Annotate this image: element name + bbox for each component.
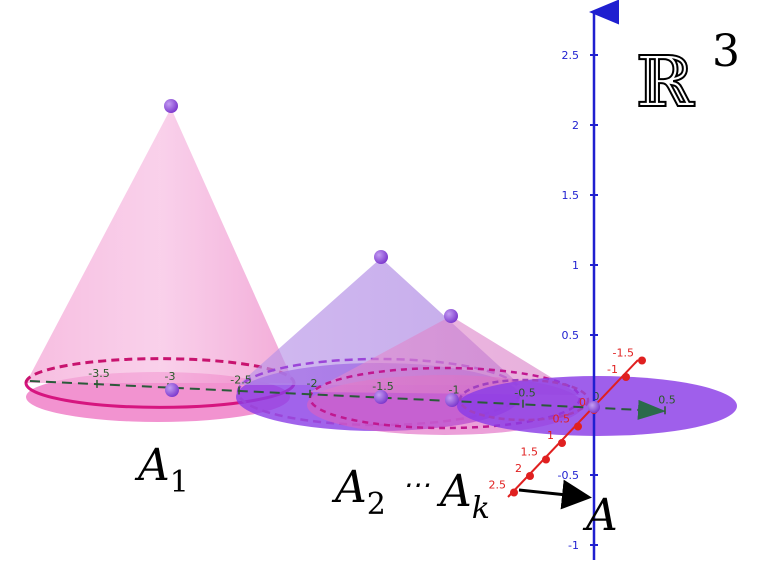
depth-tick-mark bbox=[622, 373, 630, 381]
depth-tick-label: 1.5 bbox=[521, 446, 539, 459]
cone-a1 bbox=[24, 108, 296, 422]
cone-a3-surface bbox=[310, 316, 580, 395]
depth-tick-mark bbox=[638, 356, 646, 365]
horizontal-tick-label: -2 bbox=[307, 377, 318, 390]
points bbox=[164, 99, 600, 413]
label-a1: A1 bbox=[134, 440, 189, 500]
vertical-tick-label: -0.5 bbox=[558, 469, 579, 482]
space-label-exponent: 3 bbox=[712, 26, 740, 77]
vertical-tick-label: 2 bbox=[572, 119, 579, 132]
depth-tick-mark bbox=[526, 472, 534, 480]
depth-tick-label: 0.5 bbox=[553, 413, 571, 426]
cone-a1-surface bbox=[26, 108, 294, 383]
depth-tick-label: 1 bbox=[547, 429, 554, 442]
horizontal-axis: -3.5 -3 -2.5 -2 -1.5 -1 -0.5 0 0.5 bbox=[29, 367, 676, 420]
center-a1 bbox=[165, 383, 179, 397]
depth-tick-mark bbox=[574, 422, 582, 431]
depth-tick-mark bbox=[558, 439, 566, 447]
depth-tick-label: -1 bbox=[607, 363, 618, 376]
vertical-tick-label: 0.5 bbox=[562, 329, 580, 342]
horizontal-tick-label: 0.5 bbox=[658, 393, 676, 406]
label-ak: Ak bbox=[436, 466, 490, 526]
vertical-tick-label: -1 bbox=[568, 539, 579, 552]
depth-axis: 2.5 2 1.5 1 0.5 0 -1 -1.5 bbox=[489, 347, 646, 498]
horizontal-tick-label: 0 bbox=[593, 390, 600, 403]
cone-a1-base-disk bbox=[26, 372, 290, 422]
apex-a2 bbox=[374, 250, 388, 264]
center-limit bbox=[588, 401, 600, 413]
label-a-limit: A bbox=[582, 490, 618, 541]
horizontal-tick-label: -0.5 bbox=[514, 387, 535, 400]
convergence-arrow bbox=[518, 479, 592, 510]
horizontal-tick-label: -1.5 bbox=[372, 380, 393, 393]
depth-tick-label: 2.5 bbox=[489, 479, 507, 492]
depth-tick-label: -1.5 bbox=[613, 347, 634, 360]
depth-tick-label: 0 bbox=[579, 396, 586, 409]
vertical-tick-label: 1.5 bbox=[562, 189, 580, 202]
vertical-axis: 2.5 2 1.5 1 0.5 -0.5 -1 bbox=[558, 0, 619, 560]
space-label-r3: ℝ 3 bbox=[635, 26, 740, 124]
cone-a1-rim-back bbox=[24, 357, 296, 384]
horizontal-tick-label: -3 bbox=[165, 370, 176, 383]
center-a2 bbox=[374, 390, 388, 404]
depth-tick-label: 2 bbox=[515, 462, 522, 475]
depth-tick-mark bbox=[542, 455, 550, 464]
horizontal-axis-line bbox=[29, 380, 666, 420]
vertical-tick-label: 1 bbox=[572, 259, 579, 272]
space-label-r: ℝ bbox=[636, 41, 695, 123]
apex-a1 bbox=[164, 99, 178, 113]
label-a2: A2 bbox=[331, 462, 386, 522]
limit-disk-inner-rim bbox=[458, 378, 590, 422]
apex-a3 bbox=[444, 309, 458, 323]
horizontal-tick-label: -3.5 bbox=[88, 367, 109, 380]
depth-tick-mark bbox=[510, 488, 518, 497]
horizontal-tick-label: -2.5 bbox=[230, 374, 251, 387]
set-labels: A1 A2 ⋯ Ak A bbox=[134, 440, 618, 541]
label-ellipsis: ⋯ bbox=[402, 468, 430, 501]
center-a3 bbox=[445, 393, 459, 407]
horizontal-tick-label: -1 bbox=[449, 383, 460, 396]
vertical-tick-label: 2.5 bbox=[562, 49, 580, 62]
